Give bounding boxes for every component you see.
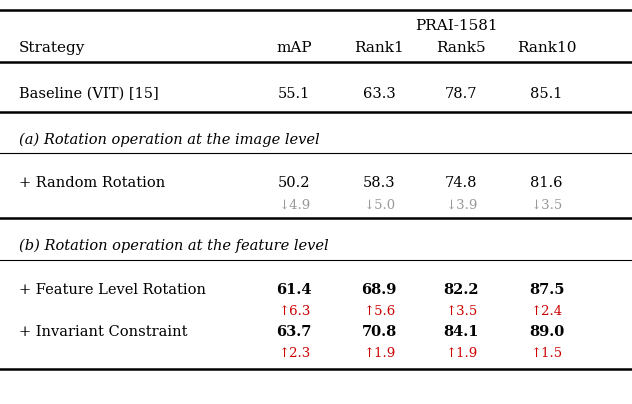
- Text: + Invariant Constraint: + Invariant Constraint: [19, 325, 188, 339]
- Text: 63.3: 63.3: [363, 87, 396, 101]
- Text: 68.9: 68.9: [362, 282, 397, 297]
- Text: ↑2.4: ↑2.4: [531, 305, 562, 318]
- Text: 78.7: 78.7: [445, 87, 478, 101]
- Text: ↑1.5: ↑1.5: [531, 347, 562, 360]
- Text: ↑1.9: ↑1.9: [363, 347, 396, 360]
- Text: (a) Rotation operation at the image level: (a) Rotation operation at the image leve…: [19, 133, 320, 147]
- Text: ↑6.3: ↑6.3: [277, 305, 310, 318]
- Text: 50.2: 50.2: [277, 176, 310, 190]
- Text: ↑2.3: ↑2.3: [277, 347, 310, 360]
- Text: Strategy: Strategy: [19, 41, 85, 55]
- Text: ↑5.6: ↑5.6: [363, 305, 396, 318]
- Text: Baseline (VIT) [15]: Baseline (VIT) [15]: [19, 87, 159, 101]
- Text: Rank5: Rank5: [437, 41, 486, 55]
- Text: (b) Rotation operation at the feature level: (b) Rotation operation at the feature le…: [19, 239, 329, 253]
- Text: ↑1.9: ↑1.9: [445, 347, 478, 360]
- Text: ↓4.9: ↓4.9: [277, 198, 310, 211]
- Text: ↓3.9: ↓3.9: [445, 198, 478, 211]
- Text: 87.5: 87.5: [529, 282, 564, 297]
- Text: 85.1: 85.1: [530, 87, 563, 101]
- Text: Rank1: Rank1: [355, 41, 404, 55]
- Text: 84.1: 84.1: [444, 325, 479, 339]
- Text: 89.0: 89.0: [529, 325, 564, 339]
- Text: 58.3: 58.3: [363, 176, 396, 190]
- Text: + Random Rotation: + Random Rotation: [19, 176, 165, 190]
- Text: ↓5.0: ↓5.0: [363, 198, 395, 211]
- Text: 61.4: 61.4: [276, 282, 312, 297]
- Text: 63.7: 63.7: [276, 325, 312, 339]
- Text: 74.8: 74.8: [445, 176, 478, 190]
- Text: Rank10: Rank10: [517, 41, 576, 55]
- Text: 55.1: 55.1: [277, 87, 310, 101]
- Text: 81.6: 81.6: [530, 176, 563, 190]
- Text: ↓3.5: ↓3.5: [530, 198, 563, 211]
- Text: PRAI-1581: PRAI-1581: [415, 19, 498, 34]
- Text: ↑3.5: ↑3.5: [445, 305, 478, 318]
- Text: 82.2: 82.2: [444, 282, 479, 297]
- Text: mAP: mAP: [276, 41, 312, 55]
- Text: + Feature Level Rotation: + Feature Level Rotation: [19, 282, 206, 297]
- Text: 70.8: 70.8: [362, 325, 397, 339]
